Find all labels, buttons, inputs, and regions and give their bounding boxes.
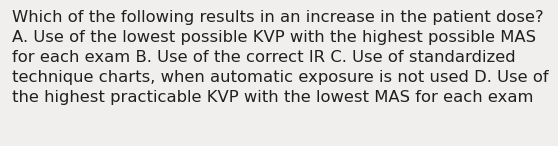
Text: Which of the following results in an increase in the patient dose?
A. Use of the: Which of the following results in an inc…	[12, 10, 549, 105]
